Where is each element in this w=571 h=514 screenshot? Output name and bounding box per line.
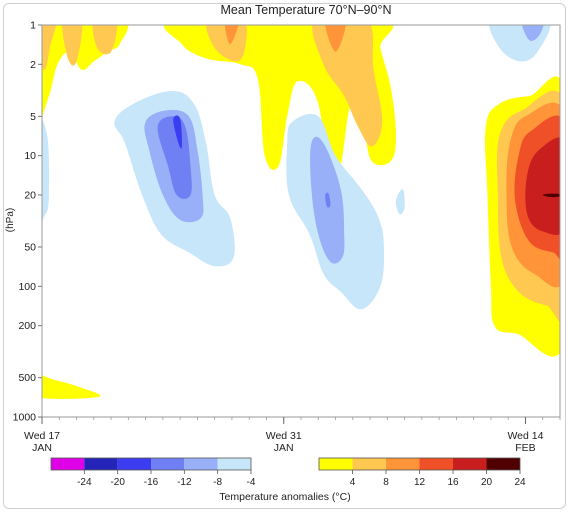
colorbar-tick-label: -12 <box>177 477 192 488</box>
colorbar-tick-label: -8 <box>213 477 222 488</box>
x-tick-label: Wed 14 <box>507 430 543 442</box>
y-tick-label: 1 <box>30 20 36 32</box>
colorbar-swatch-cold <box>117 458 151 470</box>
colorbar-swatch-cold <box>151 458 185 470</box>
contour-cold-left-edge <box>42 119 50 222</box>
x-tick-month: JAN <box>274 442 294 454</box>
contour-warm-right-24 <box>542 193 560 198</box>
y-tick-label: 5 <box>30 111 36 123</box>
colorbar-tick-label: 16 <box>447 477 459 488</box>
contour-cold-left-12 <box>157 116 192 199</box>
colorbar-label: Temperature anomalies (°C) <box>219 491 350 503</box>
contour-warm-top-mid-8b <box>312 25 383 147</box>
y-tick-label: 200 <box>18 320 36 332</box>
y-tick-label: 2 <box>30 59 36 71</box>
contour-warm-top-mid-8a <box>206 25 247 62</box>
chart-title: Mean Temperature 70°N–90°N <box>221 3 392 17</box>
y-tick-label: 20 <box>24 190 36 202</box>
x-tick-month: JAN <box>32 442 52 454</box>
colorbar-tick-label: -16 <box>144 477 159 488</box>
colorbar-tick-label: 4 <box>350 477 356 488</box>
x-tick-label: Wed 17 <box>24 430 60 442</box>
y-tick-label: 10 <box>24 150 36 162</box>
contour-warm-right-20 <box>525 137 560 235</box>
y-tick-label: 1000 <box>13 412 37 424</box>
chart-frame <box>3 3 566 509</box>
colorbar-tick-label: -24 <box>77 477 92 488</box>
y-tick-label: 50 <box>24 241 36 253</box>
colorbar-tick-label: -20 <box>110 477 125 488</box>
colorbar-tick-label: 8 <box>383 477 389 488</box>
colorbar-legend: -24 -20 -16 -12 -8 -4 4 8 12 16 20 24 <box>50 457 526 488</box>
contour-cold-top-right-8 <box>521 25 544 41</box>
colorbar-tick-label: -4 <box>247 477 256 488</box>
colorbar-swatch-warm <box>386 458 420 470</box>
x-tick-month: FEB <box>515 442 535 454</box>
colorbar-tick-label: 24 <box>514 477 526 488</box>
y-axis-label: (hPa) <box>5 208 16 232</box>
colorbar-tick-label: 20 <box>481 477 493 488</box>
y-tick-label: 100 <box>18 281 36 293</box>
y-tick-label: 500 <box>18 372 36 384</box>
plot-background <box>42 25 560 417</box>
colorbar-swatch-warm <box>319 458 353 470</box>
contour-warm-top-left-8b <box>62 25 83 66</box>
contour-warm-top-left-8c <box>92 25 118 55</box>
contour-warm-top-mid-12b <box>325 25 346 52</box>
contour-cold-mid-4b <box>395 188 405 215</box>
contour-cold-left-16 <box>173 115 182 149</box>
colorbar-swatch-warm <box>453 458 487 470</box>
x-tick-label: Wed 31 <box>266 430 302 442</box>
colorbar-swatch-warm <box>486 458 520 470</box>
contour-warm-top-mid-12a <box>224 25 239 45</box>
contour-regions <box>42 25 560 399</box>
contour-warm-bottom-left <box>42 375 101 399</box>
colorbar-swatch-cold <box>84 458 118 470</box>
colorbar-swatch-cold <box>217 458 251 470</box>
colorbar-swatch-warm <box>419 458 453 470</box>
contour-cold-mid-12 <box>325 192 331 208</box>
colorbar-tick-label: 12 <box>414 477 426 488</box>
contour-warm-top-left-8a <box>42 25 57 71</box>
colorbar-swatch-warm <box>352 458 386 470</box>
colorbar-swatch-cold <box>184 458 218 470</box>
colorbar-swatch-cold <box>51 458 85 470</box>
